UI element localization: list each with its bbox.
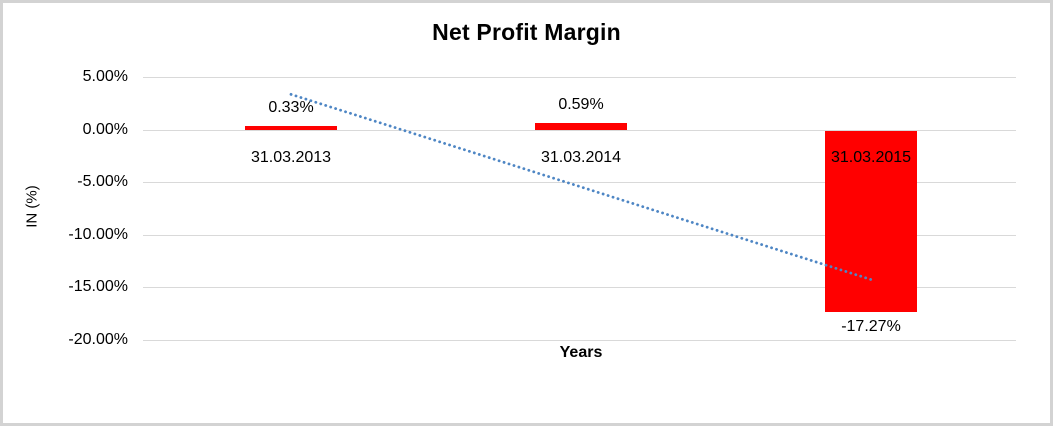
bar-value-label: -17.27% [841,318,901,336]
chart-title: Net Profit Margin [432,19,621,45]
gridline [143,340,1016,341]
y-tick-label: 0.00% [82,120,128,138]
trendline-path [289,92,873,281]
y-tick-label: -5.00% [77,173,128,191]
y-tick-label: -10.00% [68,225,128,243]
category-label: 31.03.2014 [540,148,622,166]
bar-1 [535,123,627,130]
category-label: 31.03.2013 [250,148,332,166]
y-tick-label: -20.00% [68,331,128,348]
y-tick-label: 5.00% [82,68,128,85]
gridline [143,77,1016,78]
y-tick-label: -15.00% [68,278,128,296]
bar-0 [245,126,337,130]
bar-value-label: 0.33% [268,99,314,117]
category-label: 31.03.2015 [830,148,912,166]
gridline [143,287,1016,289]
x-axis-title: Years [559,344,603,361]
bar-value-label: 0.59% [558,96,604,114]
